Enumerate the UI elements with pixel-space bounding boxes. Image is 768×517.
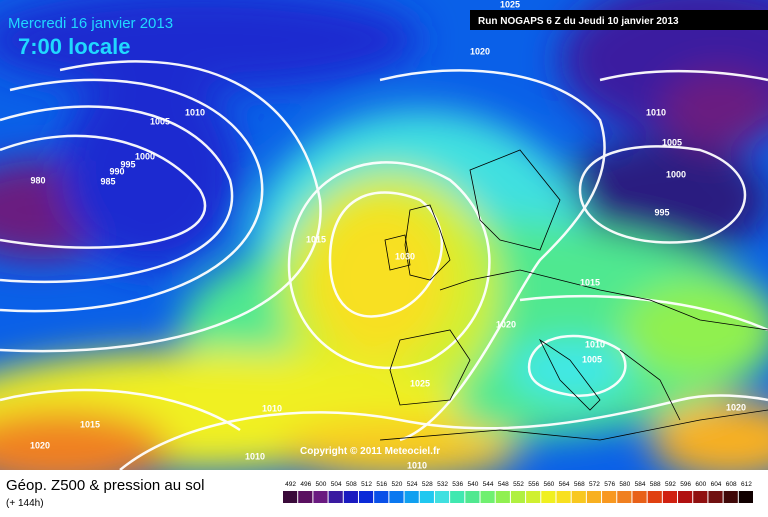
colorbar-label: 552 — [513, 481, 524, 488]
isobar-label: 1005 — [582, 354, 602, 364]
colorbar-cell — [556, 491, 571, 503]
run-box — [470, 10, 768, 30]
map-field — [0, 0, 768, 490]
colorbar-label: 528 — [422, 481, 433, 488]
isobar-label: 1025 — [410, 378, 430, 388]
time-label: 7:00 locale — [18, 34, 131, 59]
colorbar-cell — [571, 491, 586, 503]
colorbar-cell — [708, 491, 723, 503]
colorbar-label: 508 — [346, 481, 357, 488]
colorbar-label: 584 — [635, 481, 646, 488]
legend-lead: (+ 144h) — [6, 498, 44, 509]
colorbar-cell — [632, 491, 647, 503]
colorbar-cell — [586, 491, 602, 503]
colorbar-label: 520 — [392, 481, 403, 488]
isobar-label: 1010 — [245, 451, 265, 461]
colorbar-label: 536 — [452, 481, 463, 488]
colorbar-cell — [389, 491, 404, 503]
colorbar-label: 504 — [331, 481, 342, 488]
colorbar-label: 492 — [285, 481, 296, 488]
colorbar-cell — [298, 491, 313, 503]
colorbar-label: 540 — [467, 481, 478, 488]
colorbar-cell — [602, 491, 617, 503]
isobar-label: 1010 — [407, 460, 427, 470]
isobar-label: 995 — [654, 207, 669, 217]
isobar-label: 1005 — [662, 137, 682, 147]
colorbar-label: 572 — [589, 481, 600, 488]
isobar-label: 1030 — [395, 251, 415, 261]
colorbar-cell — [450, 491, 465, 503]
colorbar-cell — [495, 491, 510, 503]
isobar-label: 1020 — [726, 402, 746, 412]
colorbar-cell — [647, 491, 662, 503]
colorbar: 492 496 500 504 508 512 516 520 524 528 532 536 540 5… — [283, 481, 753, 503]
colorbar-cell — [328, 491, 343, 503]
colorbar-cell — [678, 491, 693, 503]
colorbar-label: 524 — [407, 481, 418, 488]
colorbar-label: 516 — [376, 481, 387, 488]
isobar-label: 1025 — [500, 0, 520, 9]
colorbar-label: 512 — [361, 481, 372, 488]
isobar-label: 1015 — [80, 419, 100, 429]
colorbar-cell — [313, 491, 328, 503]
colorbar-cell — [693, 491, 708, 503]
isobar-label: 1005 — [150, 116, 170, 126]
isobar-label: 1000 — [135, 151, 155, 161]
colorbar-label: 600 — [695, 481, 706, 488]
colorbar-cell — [723, 491, 738, 503]
colorbar-cell — [358, 491, 374, 503]
colorbar-label: 560 — [543, 481, 554, 488]
colorbar-cell — [480, 491, 495, 503]
colorbar-label: 596 — [680, 481, 691, 488]
isobar-label: 1020 — [470, 46, 490, 56]
colorbar-cell — [617, 491, 632, 503]
isobar-label: 990 — [109, 166, 124, 176]
colorbar-label: 568 — [574, 481, 585, 488]
colorbar-label: 592 — [665, 481, 676, 488]
colorbar-cell — [283, 491, 298, 503]
colorbar-label: 500 — [316, 481, 327, 488]
colorbar-cell — [738, 491, 753, 503]
colorbar-cell — [374, 491, 389, 503]
colorbar-cell — [465, 491, 480, 503]
isobar-label: 985 — [100, 176, 115, 186]
colorbar-cell — [541, 491, 556, 503]
colorbar-label: 580 — [619, 481, 630, 488]
colorbar-label: 548 — [498, 481, 509, 488]
copyright: Copyright © 2011 Meteociel.fr — [300, 446, 440, 457]
colorbar-cell — [510, 491, 526, 503]
colorbar-cell — [404, 491, 419, 503]
run-label: Run NOGAPS 6 Z du Jeudi 10 janvier 2013 — [478, 16, 679, 27]
legend-title: Géop. Z500 & pression au sol — [6, 477, 204, 494]
colorbar-label: 564 — [559, 481, 570, 488]
colorbar-cell — [662, 491, 678, 503]
colorbar-label: 588 — [650, 481, 661, 488]
colorbar-cell — [419, 491, 434, 503]
colorbar-label: 556 — [528, 481, 539, 488]
isobar-label: 1000 — [666, 169, 686, 179]
isobar-label: 1015 — [306, 234, 326, 244]
isobar-label: 1015 — [580, 277, 600, 287]
colorbar-label: 576 — [604, 481, 615, 488]
isobar-label: 980 — [30, 175, 45, 185]
isobar-label: 1020 — [30, 440, 50, 450]
colorbar-cell — [526, 491, 541, 503]
isobar-label: 1010 — [262, 403, 282, 413]
colorbar-label: 612 — [741, 481, 752, 488]
colorbar-label: 496 — [300, 481, 311, 488]
colorbar-cell — [343, 491, 358, 503]
isobar-label: 1010 — [646, 107, 666, 117]
isobar-label: 995 — [120, 159, 135, 169]
isobar-label: 1020 — [496, 319, 516, 329]
date-label: Mercredi 16 janvier 2013 — [8, 15, 173, 32]
isobar-label: 1010 — [185, 107, 205, 117]
isobar-label: 1010 — [585, 339, 605, 349]
colorbar-label: 544 — [483, 481, 494, 488]
colorbar-label: 532 — [437, 481, 448, 488]
colorbar-cell — [434, 491, 450, 503]
colorbar-label: 608 — [726, 481, 737, 488]
colorbar-label: 604 — [711, 481, 722, 488]
